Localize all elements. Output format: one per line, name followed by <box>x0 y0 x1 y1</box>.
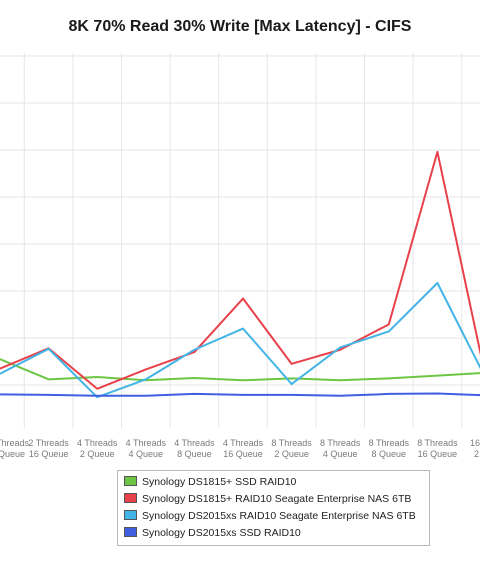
data-point <box>436 392 439 395</box>
legend-swatch <box>124 476 137 486</box>
data-point <box>0 367 1 370</box>
x-tick-label: 4 Queue <box>323 449 358 459</box>
data-point <box>145 395 147 397</box>
data-point <box>145 378 147 381</box>
data-point <box>193 377 196 379</box>
data-point <box>388 377 390 380</box>
data-point <box>193 348 196 351</box>
data-point <box>388 393 390 395</box>
x-tick-label: 8 Threads <box>369 438 410 448</box>
legend-item[interactable]: Synology DS1815+ SSD RAID10 <box>124 474 429 491</box>
data-point <box>242 327 244 330</box>
x-tick-label: 2 <box>474 449 479 459</box>
data-point <box>436 282 439 284</box>
legend-label: Synology DS1815+ RAID10 Seagate Enterpri… <box>142 493 412 505</box>
x-tick-label: 2 Queue <box>80 449 115 459</box>
data-point <box>242 297 244 300</box>
data-point <box>436 151 439 153</box>
x-tick-label: 8 Queue <box>372 449 407 459</box>
x-tick-label: 16 Queue <box>418 449 458 459</box>
data-point <box>290 394 293 396</box>
data-point <box>290 383 293 385</box>
x-tick-label: 16 Queue <box>29 449 69 459</box>
x-tick-label: 2 Queue <box>274 449 309 459</box>
series-lines <box>0 150 480 399</box>
data-point <box>0 358 1 360</box>
legend-item[interactable]: Synology DS1815+ RAID10 Seagate Enterpri… <box>124 491 429 508</box>
series-line-4 <box>0 392 480 397</box>
series-line-1 <box>0 358 480 382</box>
legend-label: Synology DS2015xs SSD RAID10 <box>142 527 301 539</box>
data-point <box>96 395 98 397</box>
legend-label: Synology DS2015xs RAID10 Seagate Enterpr… <box>142 510 416 522</box>
x-tick-label: Threads <box>0 438 29 448</box>
x-tick-label: Queue <box>0 449 25 459</box>
legend-swatch <box>124 510 137 520</box>
x-tick-label: 8 Threads <box>320 438 361 448</box>
x-tick-label: 8 Threads <box>271 438 312 448</box>
legend: Synology DS1815+ SSD RAID10 Synology DS18… <box>117 470 430 546</box>
data-point <box>290 363 293 365</box>
data-point <box>290 377 293 380</box>
data-point <box>339 395 342 397</box>
data-point <box>339 348 342 351</box>
data-point <box>436 374 439 377</box>
data-point <box>47 394 50 396</box>
x-tick-label: 4 Threads <box>174 438 215 448</box>
data-point <box>339 379 342 382</box>
data-point <box>388 323 390 326</box>
x-tick-label: 16 <box>470 438 480 448</box>
x-tick-label: 2 Threads <box>28 438 69 448</box>
x-tick-label: 4 Threads <box>77 438 118 448</box>
legend-swatch <box>124 493 137 503</box>
data-point <box>145 368 147 371</box>
data-point <box>0 372 1 375</box>
x-tick-label: 4 Queue <box>129 449 164 459</box>
data-point <box>0 393 1 396</box>
legend-swatch <box>124 527 137 537</box>
data-point <box>193 351 196 353</box>
data-point <box>47 348 50 350</box>
legend-item[interactable]: Synology DS2015xs SSD RAID10 <box>124 525 429 542</box>
legend-item[interactable]: Synology DS2015xs RAID10 Seagate Enterpr… <box>124 508 429 525</box>
data-point <box>242 394 244 396</box>
data-point <box>96 396 98 399</box>
x-tick-label: 16 Queue <box>223 449 263 459</box>
data-point <box>96 387 98 390</box>
data-point <box>388 330 390 333</box>
x-tick-label: 4 Threads <box>126 438 167 448</box>
chart-title: 8K 70% Read 30% Write [Max Latency] - CI… <box>68 18 412 35</box>
legend-label: Synology DS1815+ SSD RAID10 <box>142 476 297 488</box>
data-point <box>47 378 50 381</box>
series-line-2 <box>0 150 480 390</box>
data-point <box>193 393 196 395</box>
x-tick-label: 4 Threads <box>223 438 264 448</box>
data-point <box>96 376 98 378</box>
x-tick-label: 8 Queue <box>177 449 212 459</box>
data-point <box>242 379 244 382</box>
x-tick-label: 8 Threads <box>417 438 458 448</box>
data-point <box>339 346 342 349</box>
